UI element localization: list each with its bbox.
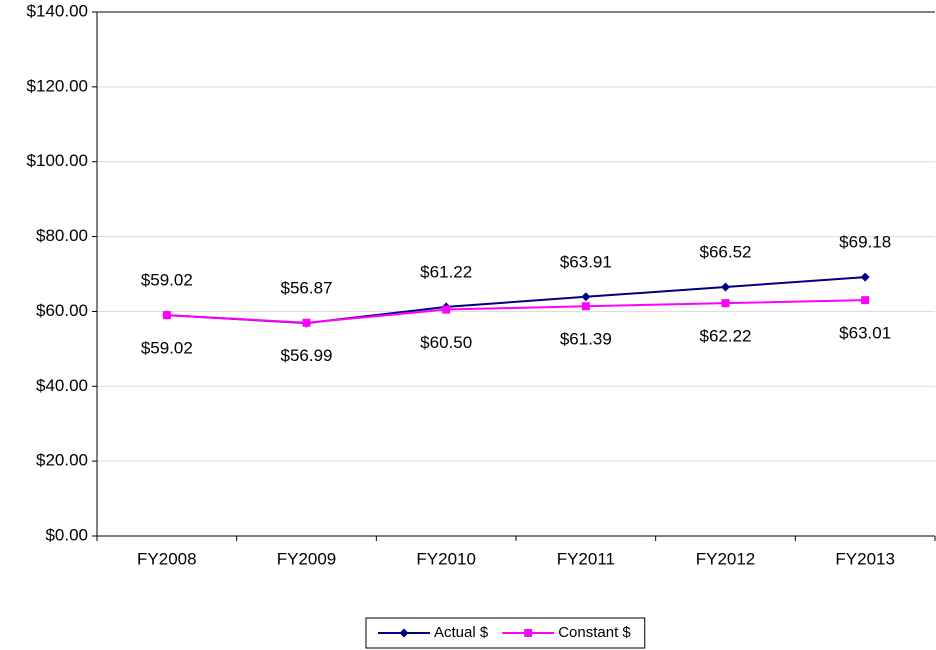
legend-marker [399,628,409,638]
data-label: $61.22 [420,262,472,281]
data-point [861,296,870,305]
data-label: $56.87 [281,279,333,298]
y-tick-label: $40.00 [36,376,88,395]
data-point [860,272,870,282]
y-tick-label: $140.00 [27,1,88,20]
data-point [581,302,590,311]
data-label: $66.52 [700,243,752,262]
y-tick-label: $60.00 [36,301,88,320]
y-tick-label: $20.00 [36,451,88,470]
data-label: $56.99 [281,346,333,365]
x-tick-label: FY2009 [277,549,337,568]
data-label: $60.50 [420,333,472,352]
x-tick-label: FY2012 [696,549,756,568]
data-point [581,292,591,302]
series-line [166,276,866,325]
data-label: $69.18 [839,233,891,252]
y-tick-label: $80.00 [36,226,88,245]
data-label: $61.39 [560,330,612,349]
data-label: $63.91 [560,252,612,271]
data-point [721,299,730,308]
data-label: $59.02 [141,339,193,358]
data-point [721,282,730,292]
x-tick-label: FY2013 [835,549,895,568]
series-line [166,299,866,324]
data-label: $59.02 [141,271,193,290]
data-label: $63.01 [839,324,891,343]
legend-label: Actual $ [434,624,489,641]
data-point [442,305,451,314]
x-tick-label: FY2011 [557,549,615,568]
data-label: $62.22 [700,327,752,346]
y-tick-label: $100.00 [27,151,88,170]
legend-label: Constant $ [558,624,631,641]
x-tick-label: FY2008 [137,549,197,568]
data-point [162,311,171,320]
legend-marker [524,629,533,637]
legend: Actual $ Constant $ [365,617,646,649]
y-tick-label: $0.00 [45,525,88,544]
x-tick-label: FY2010 [416,549,476,568]
data-point [302,318,311,327]
y-tick-label: $120.00 [27,76,88,95]
